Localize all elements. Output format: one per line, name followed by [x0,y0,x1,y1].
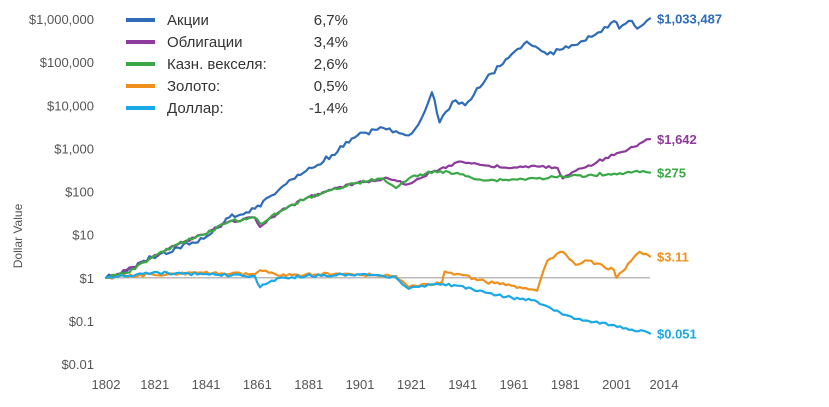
x-tick-label: 1821 [140,377,169,392]
legend-value: 0,5% [314,78,348,95]
y-axis-label: Dollar Value [11,203,25,268]
y-tick-label: $10 [72,228,94,243]
y-tick-label: $0.01 [61,357,94,372]
x-tick-label: 1841 [192,377,221,392]
y-tick-label: $100 [65,185,94,200]
y-tick-label: $100,000 [40,55,94,70]
x-tick-label: 2014 [650,377,679,392]
legend-label: Доллар: [167,100,224,117]
end-label: $1,642 [657,132,697,147]
y-axis: $0.01 $0.1 $1 $10 $100 $1,000 $10,000 $100,000 $… [29,12,94,372]
legend-label: Акции [167,12,209,29]
series-lines [104,17,652,335]
end-label: $3.11 [657,249,689,264]
x-axis: 1802 1821 1841 1861 1881 1901 1921 1941 1961 1981… [92,377,679,392]
end-labels: $1,033,487 $1,642 $275 $3.11 $0.051 [657,11,722,341]
legend-value: 6,7% [314,12,348,29]
x-tick-label: 1802 [92,377,121,392]
x-tick-label: 1921 [397,377,426,392]
x-tick-label: 1941 [448,377,477,392]
y-tick-label: $0.1 [69,314,94,329]
y-tick-label: $1 [80,271,94,286]
x-tick-label: 2001 [602,377,631,392]
y-tick-label: $10,000 [47,98,94,113]
y-tick-label: $1,000 [54,141,94,156]
series-line [104,250,652,292]
x-tick-label: 1961 [500,377,529,392]
series-line [104,169,652,279]
series-line [104,270,652,335]
end-label: $0.051 [657,326,697,341]
x-tick-label: 1881 [294,377,323,392]
y-tick-label: $1,000,000 [29,12,94,27]
x-tick-label: 1901 [346,377,375,392]
x-tick-label: 1981 [551,377,580,392]
legend-label: Казн. векселя: [167,56,267,73]
legend: Акции 6,7% Облигации 3,4% Казн. векселя: 2,6%… [126,12,348,117]
legend-label: Золото: [167,78,220,95]
end-label: $1,033,487 [657,11,722,26]
legend-value: 2,6% [314,56,348,73]
legend-label: Облигации [167,34,243,51]
end-label: $275 [657,166,686,181]
legend-value: -1,4% [309,100,348,117]
x-tick-label: 1861 [243,377,272,392]
series-line [104,17,652,279]
legend-value: 3,4% [314,34,348,51]
